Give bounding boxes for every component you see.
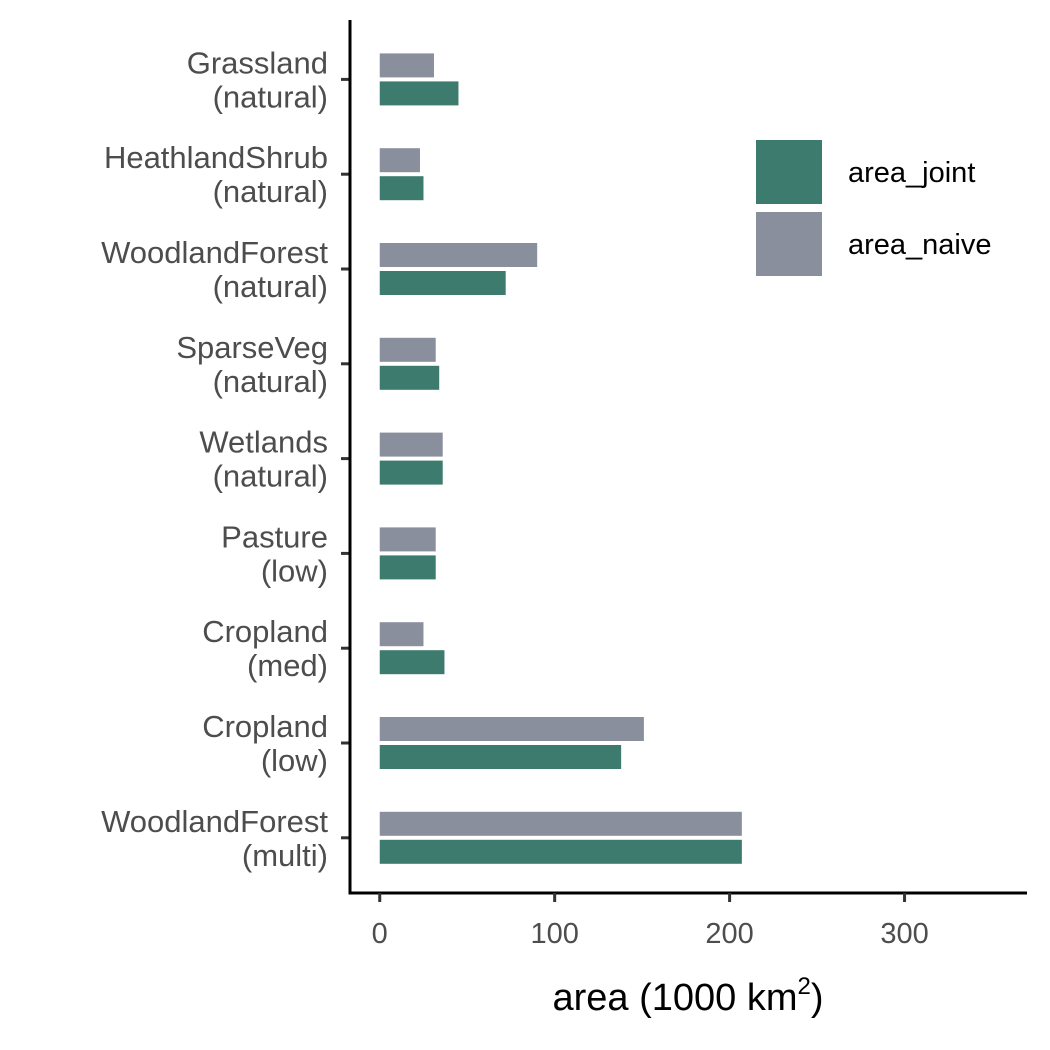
category-label: Pasture (low) (221, 519, 328, 588)
bar-area-naive (379, 432, 443, 457)
bar-area-naive (379, 622, 424, 647)
category-label: WoodlandForest (natural) (101, 235, 328, 304)
bar-area-joint (379, 176, 424, 201)
category-label: Cropland (med) (202, 614, 328, 683)
bar-area-joint (379, 365, 440, 390)
bar-area-joint (379, 81, 459, 106)
bar-area-naive (379, 717, 644, 741)
bar-area-joint (379, 460, 443, 485)
legend-key-area-joint (756, 140, 822, 204)
category-label: Grassland (natural) (187, 45, 328, 114)
bar-area-naive (379, 527, 436, 552)
bar-area-joint (379, 555, 436, 580)
bar-area-naive (379, 53, 434, 78)
legend: area_joint area_naive (756, 140, 992, 276)
x-tick-label: 0 (372, 918, 388, 950)
category-label: WoodlandForest (multi) (101, 804, 328, 873)
bar-area-joint (379, 650, 445, 675)
category-label: Wetlands (natural) (199, 425, 328, 494)
y-axis: Grassland (natural) HeathlandShrub (natural… (101, 20, 352, 893)
x-tick-label: 200 (705, 918, 753, 950)
x-tick-label: 300 (880, 918, 928, 950)
bar-area-naive (379, 243, 538, 267)
bar-area-joint (379, 745, 622, 769)
category-label: Cropland (low) (202, 709, 328, 778)
bar-area-naive (379, 148, 420, 173)
legend-label: area_joint (848, 157, 975, 189)
bar-area-naive (379, 337, 436, 362)
x-axis-title: area (1000 km2) (552, 973, 823, 1019)
legend-key-area-naive (756, 212, 822, 276)
x-axis: 0 100 200 300 (348, 891, 1027, 950)
bars-layer (379, 53, 742, 864)
category-label: HeathlandShrub (natural) (104, 140, 328, 209)
x-tick-label: 100 (530, 918, 578, 950)
category-label: SparseVeg (natural) (176, 330, 328, 399)
bar-area-joint (379, 839, 742, 864)
bar-area-joint (379, 271, 506, 295)
legend-label: area_naive (848, 229, 992, 261)
x-axis-title-superscript: 2 (798, 973, 811, 1000)
bar-area-naive (379, 811, 742, 836)
